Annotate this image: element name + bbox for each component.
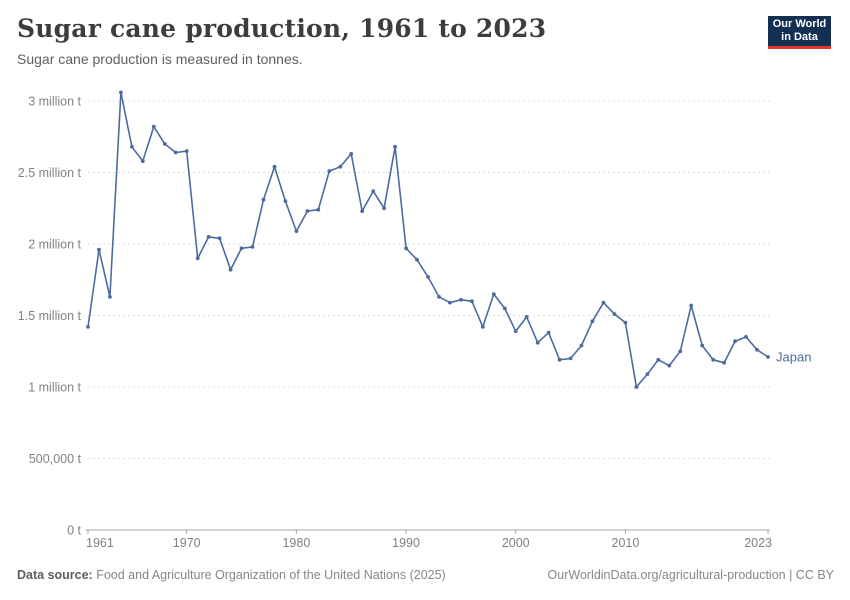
y-tick-label: 500,000 t	[29, 452, 82, 466]
data-point	[656, 357, 661, 362]
data-point	[689, 303, 694, 308]
data-point	[502, 306, 507, 311]
data-point	[744, 335, 748, 339]
x-tick-label: 2010	[612, 536, 640, 550]
data-point	[130, 144, 134, 149]
data-point	[250, 245, 255, 249]
series-end-label: Japan	[776, 349, 811, 364]
x-tick-label: 1990	[392, 536, 420, 550]
data-source-label: Data source:	[17, 568, 93, 582]
series-japan: Japan	[86, 90, 811, 389]
data-source-text: Food and Agriculture Organization of the…	[92, 568, 446, 582]
owid-logo-line1: Our World	[772, 18, 827, 31]
data-point	[228, 267, 233, 272]
data-point	[480, 325, 485, 329]
data-point	[459, 297, 463, 302]
data-point	[316, 207, 321, 212]
data-point	[601, 300, 606, 305]
data-point	[700, 343, 705, 348]
data-point	[195, 256, 200, 261]
data-point	[557, 357, 562, 362]
data-point	[415, 257, 419, 262]
data-point	[206, 235, 211, 239]
data-point	[645, 372, 650, 376]
data-point	[513, 329, 518, 334]
series-line	[87, 91, 769, 388]
y-tick-label: 3 million t	[28, 95, 81, 109]
series-markers	[86, 90, 770, 389]
data-point	[184, 149, 189, 154]
data-point	[448, 300, 452, 305]
data-point	[382, 206, 386, 211]
data-point	[272, 164, 277, 169]
data-point	[524, 315, 529, 319]
data-point	[393, 144, 397, 149]
data-point	[766, 355, 770, 359]
data-point	[546, 330, 551, 335]
chart-footer: Data source: Food and Agriculture Organi…	[17, 568, 834, 582]
x-tick-label: 1961	[86, 536, 114, 550]
data-point	[491, 292, 496, 296]
data-source: Data source: Food and Agriculture Organi…	[17, 568, 446, 582]
y-tick-label: 1.5 million t	[18, 309, 82, 323]
chart-subtitle: Sugar cane production is measured in ton…	[17, 51, 303, 67]
data-point	[108, 295, 112, 299]
data-point	[470, 299, 474, 304]
y-tick-label: 2.5 million t	[18, 166, 82, 180]
data-point	[338, 164, 343, 169]
page-title: Sugar cane production, 1961 to 2023	[17, 14, 547, 43]
y-tick-label: 1 million t	[28, 381, 81, 395]
data-point	[678, 349, 683, 354]
data-point	[217, 236, 222, 241]
data-point	[755, 347, 759, 352]
data-point	[360, 209, 365, 214]
data-point	[239, 246, 244, 251]
owid-logo[interactable]: Our World in Data	[768, 16, 831, 49]
data-point	[667, 363, 672, 368]
data-point	[119, 90, 123, 95]
data-point	[634, 385, 639, 389]
data-point	[371, 189, 376, 194]
data-point	[404, 246, 408, 251]
data-point	[349, 152, 354, 156]
data-point	[733, 339, 737, 344]
data-point	[305, 209, 310, 214]
x-axis	[85, 529, 770, 534]
data-point	[426, 275, 430, 279]
y-tick-label: 0 t	[67, 524, 81, 538]
data-point	[535, 340, 540, 345]
x-tick-label: 1970	[173, 536, 201, 550]
data-point	[327, 169, 332, 174]
x-tick-label: 1980	[282, 536, 310, 550]
owid-link[interactable]: OurWorldinData.org/agricultural-producti…	[547, 568, 834, 582]
data-point	[283, 199, 288, 204]
y-axis-labels: 0 t 500,000 t 1 million t 1.5 million t 2 mi…	[18, 95, 82, 538]
x-tick-label: 2023	[744, 536, 772, 550]
y-gridlines	[88, 100, 772, 459]
data-point	[623, 320, 628, 325]
data-point	[590, 319, 595, 324]
chart-header: Sugar cane production, 1961 to 2023 Suga…	[17, 14, 740, 67]
data-point	[612, 312, 617, 316]
data-point	[173, 150, 178, 155]
data-point	[579, 343, 584, 348]
x-axis-labels: 1961 1970 1980 1990 2000 2010 2023	[86, 536, 772, 550]
data-point	[97, 247, 101, 252]
data-point	[711, 357, 716, 362]
owid-logo-line2: in Data	[781, 31, 818, 43]
data-point	[294, 229, 299, 234]
data-point	[261, 197, 266, 202]
data-point	[568, 356, 573, 361]
y-tick-label: 2 million t	[28, 238, 81, 252]
data-point	[86, 325, 90, 329]
data-point	[162, 142, 167, 146]
data-point	[722, 360, 726, 365]
data-point	[140, 159, 145, 164]
data-point	[151, 124, 156, 129]
x-tick-label: 2000	[502, 536, 530, 550]
data-point	[437, 295, 441, 299]
